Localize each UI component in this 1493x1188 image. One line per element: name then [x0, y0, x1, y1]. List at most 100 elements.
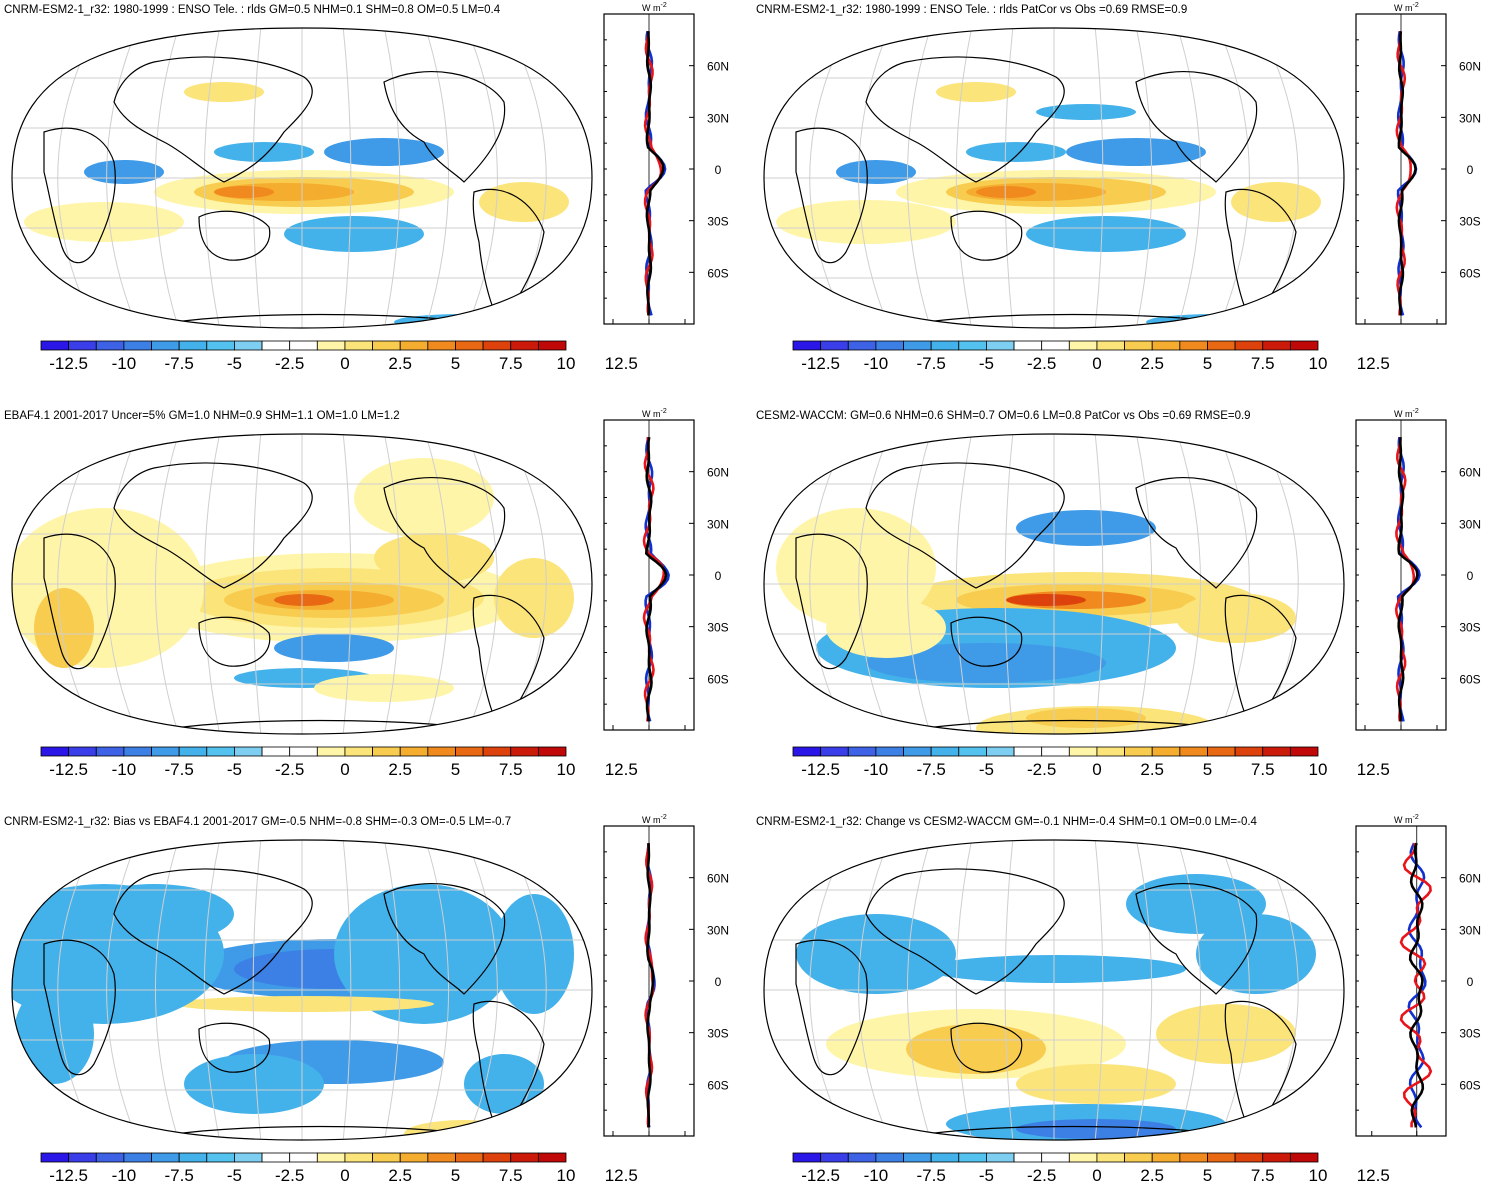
panel-title: CNRM-ESM2-1_r32: 1980-1999 : ENSO Tele. … [756, 4, 1188, 16]
graticule-longitude [1004, 434, 1014, 734]
graticule-longitude [252, 28, 262, 328]
map-border [11, 27, 593, 329]
colorbar-swatch [1262, 340, 1291, 351]
colorbar-label: -10 [111, 1166, 137, 1185]
panel-title: EBAF4.1 2001-2017 Uncer=5% GM=1.0 NHM=0.… [4, 410, 400, 422]
colorbar-swatch [455, 746, 484, 757]
coastline [923, 313, 1228, 328]
profile-frame [1355, 825, 1447, 1137]
coastline [43, 939, 116, 1076]
colorbar-label: 0 [1092, 760, 1102, 779]
colorbar-swatch [1096, 340, 1125, 351]
colorbar-label: 2.5 [388, 760, 413, 779]
field-anomaly-region [1026, 216, 1186, 252]
colorbar-label: -10 [863, 1166, 889, 1185]
graticule-longitude [466, 434, 498, 734]
colorbar-label: -2.5 [275, 760, 305, 779]
coastline [43, 533, 116, 670]
colorbar-swatch [399, 1152, 429, 1163]
latitude-label: 30S [1459, 621, 1480, 635]
graticule-longitude [57, 434, 97, 734]
graticule-longitude [203, 434, 221, 734]
colorbar-swatch [234, 340, 263, 351]
colorbar-swatch [1068, 746, 1098, 757]
profile-line-black [645, 436, 668, 722]
graticule-longitude [342, 28, 352, 328]
colorbar-label: 5 [1202, 354, 1213, 373]
coastline [171, 719, 476, 734]
field-anomaly-region [24, 202, 184, 242]
latitude-label: 30N [1459, 923, 1481, 937]
colorbar-label: -7.5 [164, 760, 194, 779]
colorbar-swatch [178, 746, 208, 757]
colorbar-swatch [289, 340, 318, 351]
latitude-label: 0 [1467, 569, 1474, 583]
colorbar-label: 0 [1092, 354, 1102, 373]
field-anomaly-region [1126, 874, 1266, 934]
field-anomaly-region [274, 594, 334, 606]
field-anomaly-region [284, 216, 424, 252]
graticule-longitude [1259, 28, 1299, 328]
colorbar-swatch [1234, 746, 1264, 757]
colorbar-swatch [427, 340, 456, 351]
colorbar-swatch [1124, 1152, 1153, 1163]
colorbar-label: 12.5 [604, 1166, 638, 1185]
graticule-longitude [106, 434, 138, 734]
coastline [795, 939, 868, 1076]
colorbar-labels: -12.5 -10 -7.5 -5 -2.5 0 2.5 5 7.5 10 12.5 [792, 1166, 1390, 1188]
coastline [113, 462, 313, 589]
profile-unit-label: W m-2 [1394, 814, 1419, 825]
field-anomaly-region [464, 1054, 544, 1114]
field-anomaly-region [494, 894, 574, 1014]
colorbar-swatch [1068, 1152, 1098, 1163]
graticule-longitude [1218, 28, 1250, 328]
graticule-longitude [507, 434, 547, 734]
colorbar-swatch [986, 340, 1015, 351]
latitude-label: 60S [1459, 266, 1480, 280]
graticule-longitude [252, 434, 262, 734]
colorbar-swatch [820, 746, 849, 757]
profile-unit-label: W m-2 [642, 2, 667, 13]
profile-line-red [642, 437, 666, 722]
colorbar-swatch [151, 1152, 180, 1163]
coastline [865, 868, 1065, 995]
coastline [795, 533, 868, 670]
panel-title: CNRM-ESM2-1_r32: Change vs CESM2-WACCM G… [756, 816, 1257, 828]
colorbar-swatch [372, 340, 401, 351]
colorbar-swatch [903, 746, 932, 757]
latitude-label: 60S [707, 1078, 728, 1092]
colorbar-label: -12.5 [801, 1166, 840, 1185]
coastline [171, 1125, 476, 1140]
coastline [43, 127, 116, 264]
colorbar-label: 2.5 [388, 354, 413, 373]
field-anomaly-region [1036, 104, 1136, 120]
field-anomaly-region [1196, 914, 1316, 994]
graticule-longitude [466, 28, 498, 328]
robinson-map [763, 839, 1345, 1141]
colorbar-swatch [1151, 746, 1181, 757]
colorbar-label: 5 [1202, 1166, 1213, 1185]
field-anomaly-region [174, 996, 434, 1012]
graticule-longitude [906, 28, 931, 328]
colorbar-label: 10 [556, 354, 576, 373]
field-anomaly-region [926, 955, 1186, 983]
field-anomaly-region [826, 598, 946, 658]
profile-unit-exponent: -2 [661, 2, 667, 9]
robinson-map [11, 27, 593, 329]
coastline [171, 313, 476, 328]
colorbar-swatch [68, 340, 97, 351]
robinson-map [763, 27, 1345, 329]
colorbar-swatch [344, 746, 373, 757]
graticule-longitude [383, 434, 401, 734]
graticule-longitude [1135, 28, 1153, 328]
coastline [950, 616, 1023, 667]
latitude-label: 30N [707, 923, 729, 937]
latitude-label: 60S [1459, 1078, 1480, 1092]
colorbar-label: -10 [863, 354, 889, 373]
graticule-longitude [57, 28, 97, 328]
field-anomaly-region [906, 1024, 1046, 1074]
colorbar-swatch [95, 340, 125, 351]
colorbar-swatch [482, 746, 512, 757]
graticule-longitude [1094, 840, 1104, 1140]
latitude-label: 60N [707, 872, 729, 886]
